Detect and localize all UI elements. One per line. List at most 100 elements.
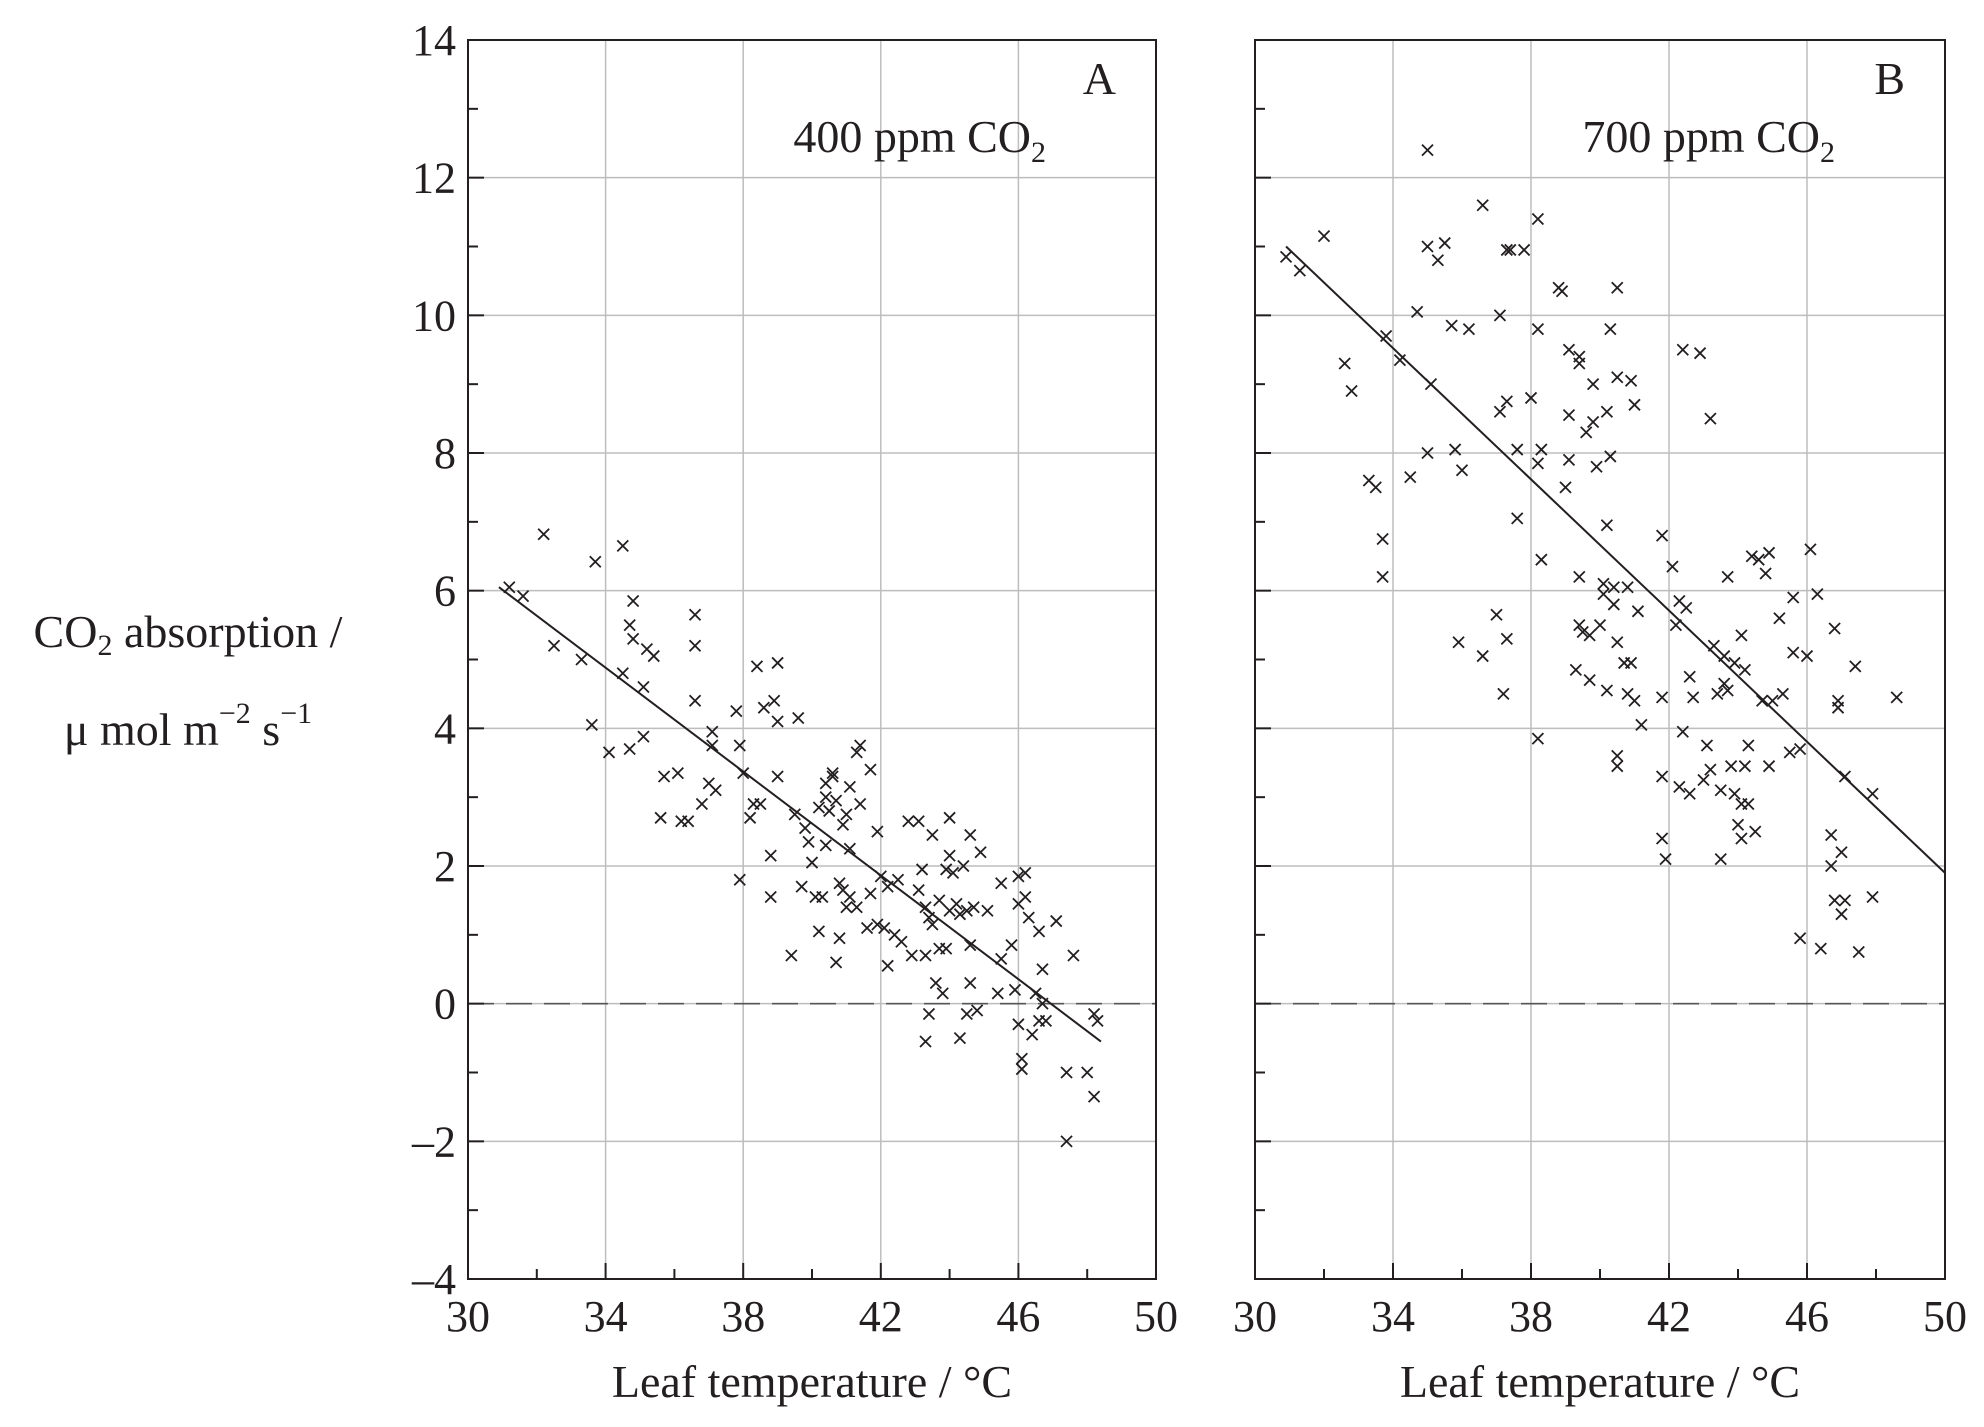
x-tick-label: 46 xyxy=(996,1292,1040,1341)
data-point xyxy=(953,1031,967,1045)
data-point xyxy=(537,528,550,541)
data-point xyxy=(671,766,684,780)
data-point xyxy=(1379,329,1393,343)
data-point xyxy=(1091,1014,1104,1028)
data-point xyxy=(1019,890,1032,904)
data-point xyxy=(854,739,867,752)
data-point xyxy=(637,730,650,743)
data-point xyxy=(1731,818,1745,831)
panel-letter: B xyxy=(1874,53,1905,104)
data-point xyxy=(1828,894,1841,907)
data-point xyxy=(957,859,970,873)
data-point xyxy=(1424,378,1438,391)
data-point xyxy=(1676,343,1689,356)
data-point xyxy=(1825,859,1838,873)
data-point xyxy=(829,956,843,969)
data-point xyxy=(547,639,561,652)
y-axis-unit-a: μ mol m xyxy=(63,704,219,755)
data-point xyxy=(1593,618,1607,632)
x-tick-label: 50 xyxy=(1134,1292,1178,1341)
data-point xyxy=(1067,949,1080,962)
annotation-text: 700 ppm CO xyxy=(1582,111,1820,162)
panel-letter: A xyxy=(1083,53,1116,104)
data-point xyxy=(1756,694,1769,707)
data-point xyxy=(1531,212,1545,226)
panel-annotation: 400 ppm CO2 xyxy=(793,111,1046,169)
x-tick-label: 46 xyxy=(1785,1292,1829,1341)
data-point xyxy=(919,1035,932,1048)
data-point xyxy=(1087,1007,1101,1021)
data-point xyxy=(1535,443,1548,456)
data-point xyxy=(1490,608,1503,621)
data-point xyxy=(585,718,598,732)
data-point xyxy=(1500,395,1513,408)
data-point xyxy=(871,918,884,931)
data-point xyxy=(1793,742,1807,756)
data-point xyxy=(1742,797,1755,811)
y-axis-title: CO2 absorption / μ mol m−2 s−1 xyxy=(8,598,368,764)
data-point xyxy=(1012,1018,1025,1031)
data-point xyxy=(874,870,887,883)
y-axis-title-main: CO xyxy=(33,606,98,657)
data-point xyxy=(516,590,530,603)
data-point xyxy=(1793,932,1807,945)
x-tick-label: 34 xyxy=(584,1292,628,1341)
data-point xyxy=(936,987,949,1000)
data-point xyxy=(922,911,936,924)
data-point xyxy=(1500,632,1513,645)
data-point xyxy=(940,942,953,955)
data-point xyxy=(1448,443,1462,456)
data-point xyxy=(1814,942,1827,955)
data-point xyxy=(1749,825,1762,838)
data-point xyxy=(1783,746,1796,759)
x-tick-label: 30 xyxy=(446,1292,490,1341)
data-point xyxy=(902,815,915,828)
data-point xyxy=(1393,353,1407,367)
data-point xyxy=(1404,470,1417,484)
data-point xyxy=(905,949,918,962)
data-point xyxy=(840,808,853,821)
y-tick-label: –4 xyxy=(411,1255,456,1304)
data-point xyxy=(946,866,960,880)
data-point xyxy=(764,849,777,862)
data-point xyxy=(1721,570,1734,584)
data-point xyxy=(1421,446,1434,460)
data-point xyxy=(1421,143,1434,157)
data-point xyxy=(743,811,757,824)
data-point xyxy=(1828,622,1841,635)
data-point xyxy=(974,846,987,859)
data-point xyxy=(792,711,805,725)
data-point xyxy=(771,715,784,728)
data-point xyxy=(1573,618,1586,632)
data-point xyxy=(706,725,719,738)
data-point xyxy=(915,863,929,876)
trend-line xyxy=(498,586,1102,1043)
data-point xyxy=(1500,243,1513,257)
data-point xyxy=(1611,371,1624,384)
y-axis-title-rest: absorption / xyxy=(112,606,343,657)
x-tick-label: 34 xyxy=(1371,1292,1415,1341)
data-point xyxy=(816,890,829,904)
data-point xyxy=(1036,997,1049,1010)
trend-line xyxy=(1285,245,1946,874)
data-point xyxy=(1586,415,1600,429)
data-point xyxy=(1032,925,1046,938)
data-point xyxy=(878,921,891,935)
data-point xyxy=(1060,1135,1073,1148)
data-point xyxy=(833,877,846,890)
data-point xyxy=(1279,250,1293,263)
data-point xyxy=(1562,453,1576,467)
data-point xyxy=(657,770,671,783)
data-point xyxy=(1604,322,1617,336)
data-point xyxy=(1421,240,1434,253)
data-point xyxy=(926,828,939,842)
annotation-subscript: 2 xyxy=(1031,136,1046,169)
data-point xyxy=(1800,649,1814,663)
data-point xyxy=(1455,464,1469,477)
data-point xyxy=(1683,787,1696,800)
data-point xyxy=(1631,605,1645,618)
data-point xyxy=(616,539,629,553)
data-point xyxy=(819,839,832,852)
data-point xyxy=(1849,660,1862,673)
